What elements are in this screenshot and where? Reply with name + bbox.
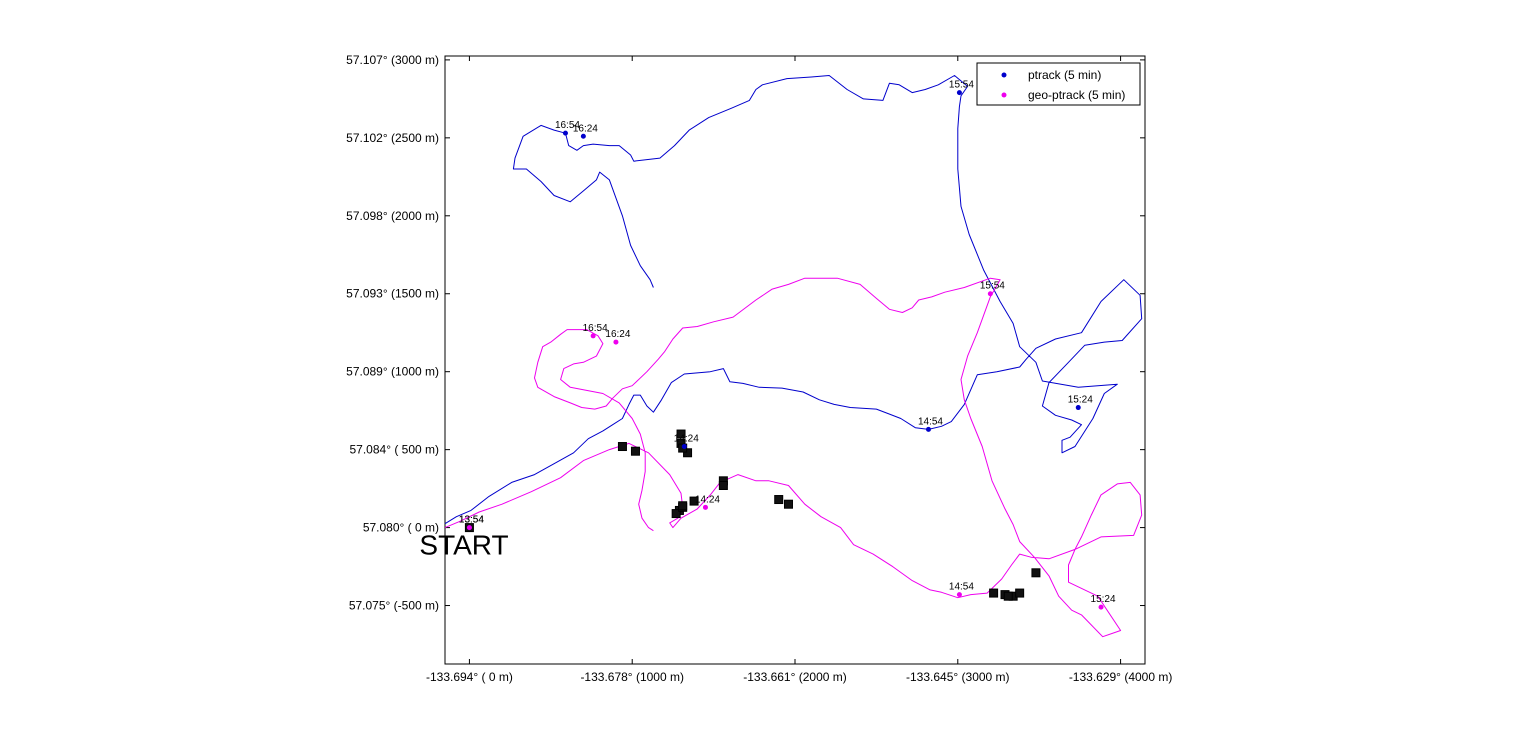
plot-area [444,55,1146,665]
time-marker-dot [590,333,596,339]
x-tick-label: -133.678° (1000 m) [580,670,684,684]
time-marker-dot [956,90,962,96]
y-tick-label: 57.102° (2500 m) [346,131,439,145]
black-square [689,496,699,506]
legend-label: ptrack (5 min) [1028,68,1101,82]
black-square [617,442,627,452]
legend: ptrack (5 min) geo-ptrack (5 min) [976,62,1141,106]
time-marker-label: 14:24 [695,494,720,505]
black-square [676,429,686,439]
y-tick-label: 57.084° ( 500 m) [349,443,439,457]
y-tick-label: 57.080° ( 0 m) [363,521,439,535]
black-square [1003,591,1013,601]
time-marker-label: 14:24 [674,434,699,445]
black-square [718,480,728,490]
time-marker-label: 15:54 [949,80,974,91]
time-marker-dot [562,130,568,136]
time-marker-label: 13:54 [459,515,484,526]
legend-dot [1001,92,1007,98]
time-marker-label: 16:24 [573,123,598,134]
legend-dot [1001,72,1007,78]
time-marker-dot [580,133,586,139]
y-tick-label: 57.093° (1500 m) [346,287,439,301]
y-axis-tick-labels: 57.107° (3000 m) 57.102° (2500 m) 57.098° … [346,53,439,613]
black-square [630,446,640,456]
time-marker-dot [956,592,962,598]
black-square [774,495,784,505]
legend-box [976,62,1141,106]
x-tick-label: -133.661° (2000 m) [743,670,847,684]
black-square [683,448,693,458]
y-tick-label: 57.075° (-500 m) [349,599,439,613]
time-marker-label: 15:54 [980,281,1005,292]
time-markers: 13:5414:2414:5415:2415:5416:5416:2413:54… [459,80,1116,610]
time-marker-dot [925,426,931,432]
series-line-1 [444,277,1143,638]
time-marker-label: 16:54 [583,323,608,334]
black-square [671,509,681,519]
time-marker-label: 16:54 [555,120,580,131]
time-marker-dot [613,339,619,345]
black-square [783,499,793,509]
x-tick-label: -133.629° (4000 m) [1069,670,1173,684]
time-marker-dot [987,291,993,297]
time-marker-label: 16:24 [605,329,630,340]
legend-label: geo-ptrack (5 min) [1028,88,1125,102]
y-tick-label: 57.098° (2000 m) [346,209,439,223]
x-tick-label: -133.694° ( 0 m) [426,670,513,684]
start-label: START [419,530,508,561]
axis-ticks [445,56,1145,664]
time-marker-dot [1098,604,1104,610]
time-marker-label: 14:54 [949,582,974,593]
black-square [989,588,999,598]
time-marker-label: 13:54 [459,515,484,526]
time-marker-label: 15:24 [1068,395,1093,406]
black-square [678,501,688,511]
time-marker-label: 15:24 [1091,594,1116,605]
y-tick-label: 57.089° (1000 m) [346,365,439,379]
time-marker-dot [1075,405,1081,411]
x-axis-tick-labels: -133.694° ( 0 m) -133.678° (1000 m) -133.6… [426,670,1172,684]
series-line-0 [444,75,1143,525]
x-tick-label: -133.645° (3000 m) [906,670,1010,684]
y-tick-label: 57.107° (3000 m) [346,53,439,67]
time-marker-label: 14:54 [918,416,943,427]
time-marker-dot [681,444,687,450]
black-square-markers [464,429,1041,601]
time-marker-dot [466,525,472,531]
black-square [1031,568,1041,578]
black-square [1015,588,1025,598]
time-marker-dot [702,504,708,510]
track-lines [444,75,1143,638]
